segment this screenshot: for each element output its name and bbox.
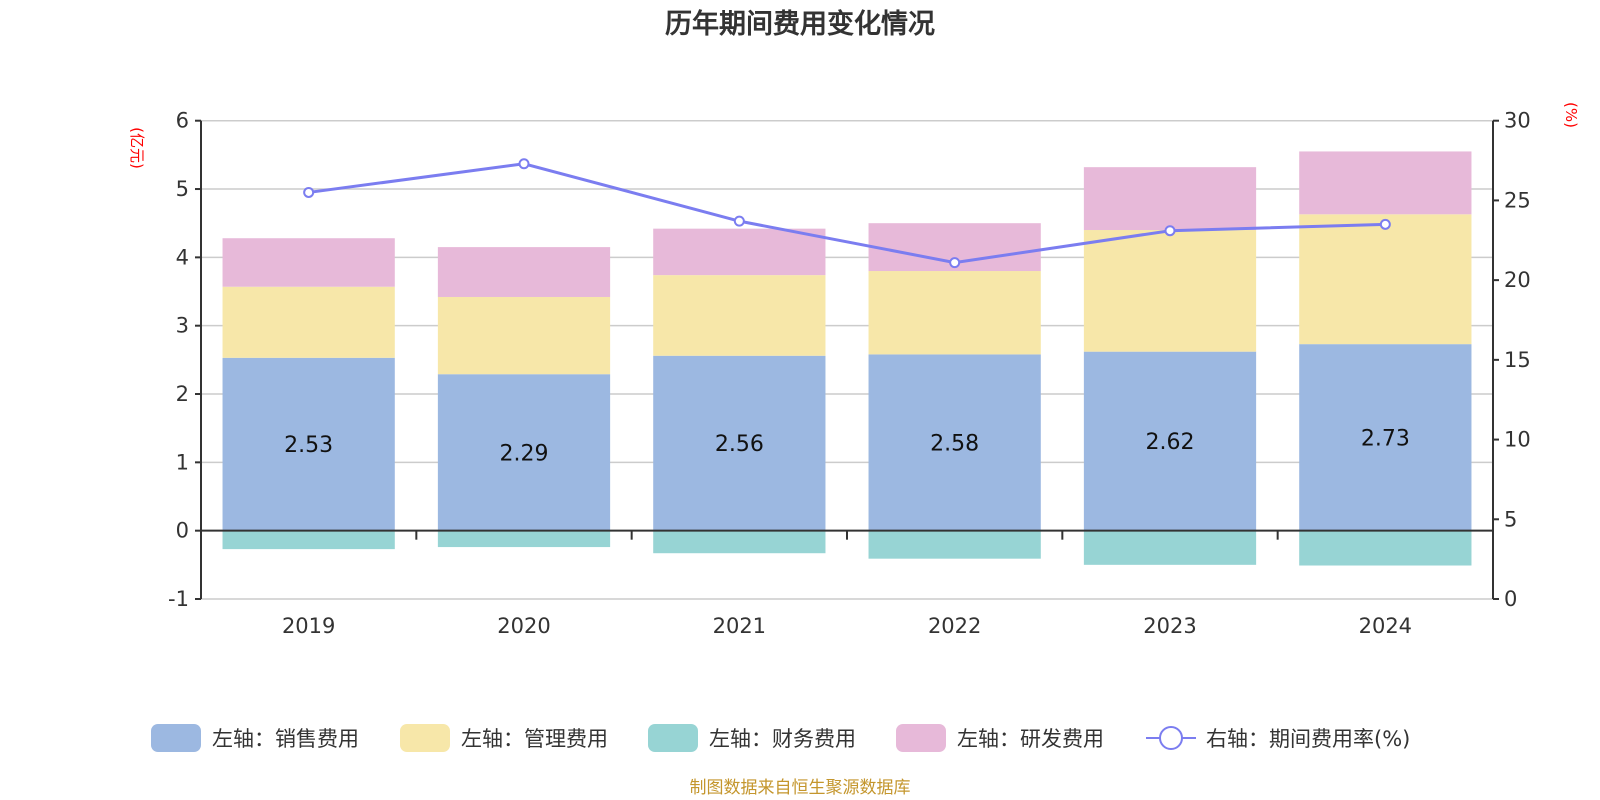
- x-axis-tick-label: 2019: [282, 614, 335, 638]
- bar-segment: [1299, 344, 1472, 531]
- bar-segment: [437, 374, 611, 531]
- bar-segment: [1299, 214, 1472, 345]
- bar-segment: [868, 271, 1041, 355]
- bar-value-label: 2.58: [930, 432, 979, 457]
- legend-label: 左轴：销售费用: [212, 727, 359, 751]
- rate-line-point: [303, 186, 315, 198]
- legend-swatch: [151, 724, 201, 752]
- bar-segment: [868, 354, 1041, 531]
- bar-segment: [1083, 351, 1257, 531]
- legend-swatch: [896, 724, 946, 752]
- right-axis-tick-label: 20: [1504, 268, 1531, 292]
- bar-segment: [437, 530, 611, 548]
- bar-segment: [1083, 230, 1257, 352]
- bar-value-label: 2.56: [715, 432, 764, 457]
- right-axis-unit: (%): [1562, 102, 1580, 128]
- legend-label: 右轴：期间费用率(%): [1206, 727, 1410, 751]
- rate-line: [303, 158, 1391, 269]
- x-axis-tick-label: 2022: [928, 614, 981, 638]
- bar-segment: [1299, 530, 1472, 566]
- right-axis-tick-label: 10: [1504, 428, 1531, 452]
- rate-line-point: [733, 215, 745, 227]
- grid: [201, 119, 1493, 600]
- bar-segment: [222, 357, 395, 531]
- rate-line-point: [949, 257, 961, 269]
- legend: 左轴：销售费用 左轴：管理费用 左轴：财务费用 左轴：研发费用 右轴：期间费用率(%): [151, 724, 1410, 752]
- x-axis-tick-label: 2020: [497, 614, 550, 638]
- bar-value-label: 2.29: [500, 441, 549, 466]
- bar-segment: [653, 228, 826, 276]
- rate-line-point: [1379, 218, 1391, 230]
- bars: [222, 151, 1472, 566]
- left-axis-tick-label: 1: [176, 450, 189, 474]
- legend-label: 左轴：管理费用: [461, 727, 608, 751]
- left-axis-unit: (亿元): [128, 127, 146, 169]
- right-axis-tick-label: 30: [1504, 109, 1531, 133]
- chart-title: 历年期间费用变化情况: [665, 8, 935, 40]
- bar-segment: [437, 296, 611, 375]
- right-axis-tick-label: 25: [1504, 188, 1531, 212]
- bar-value-label: 2.62: [1146, 430, 1195, 455]
- bar-value-label: 2.53: [284, 433, 333, 458]
- x-axis-tick-label: 2024: [1359, 614, 1412, 638]
- bar-segment: [1083, 530, 1257, 565]
- bar-segment: [868, 530, 1041, 559]
- left-axis-tick-label: 4: [176, 245, 189, 269]
- left-axis-tick-label: -1: [168, 587, 189, 611]
- rate-line-point: [1164, 225, 1176, 237]
- bar-segment: [1083, 167, 1257, 231]
- bar-segment: [222, 530, 395, 550]
- bar-segment: [653, 530, 826, 554]
- right-axis-tick-label: 5: [1504, 507, 1517, 531]
- left-axis-tick-label: 2: [176, 382, 189, 406]
- x-axis-tick-label: 2021: [713, 614, 766, 638]
- right-axis-tick-label: 0: [1504, 587, 1517, 611]
- bar-segment: [1299, 151, 1472, 215]
- left-axis-tick-label: 5: [176, 177, 189, 201]
- bar-value-label: 2.73: [1361, 426, 1410, 451]
- legend-label: 左轴：财务费用: [709, 727, 856, 751]
- data-labels: 2.53 2.29 2.56 2.58 2.62 2.73: [284, 426, 1410, 466]
- bar-segment: [653, 355, 826, 531]
- legend-label: 左轴：研发费用: [957, 727, 1104, 751]
- left-axis-tick-label: 6: [176, 109, 189, 133]
- legend-swatch: [400, 724, 450, 752]
- x-axis-tick-label: 2023: [1143, 614, 1196, 638]
- bar-segment: [222, 238, 395, 287]
- left-axis-tick-label: 3: [176, 314, 189, 338]
- rate-line-path: [308, 162, 1386, 265]
- bar-segment: [437, 247, 611, 297]
- legend-swatch: [648, 724, 698, 752]
- rate-line-point: [518, 158, 530, 170]
- legend-circle-marker: [1159, 726, 1183, 750]
- bar-segment: [222, 286, 395, 358]
- bar-segment: [653, 275, 826, 356]
- right-axis-tick-label: 15: [1504, 348, 1531, 372]
- footer-source: 制图数据来自恒生聚源数据库: [690, 778, 911, 798]
- left-axis-tick-label: 0: [176, 519, 189, 543]
